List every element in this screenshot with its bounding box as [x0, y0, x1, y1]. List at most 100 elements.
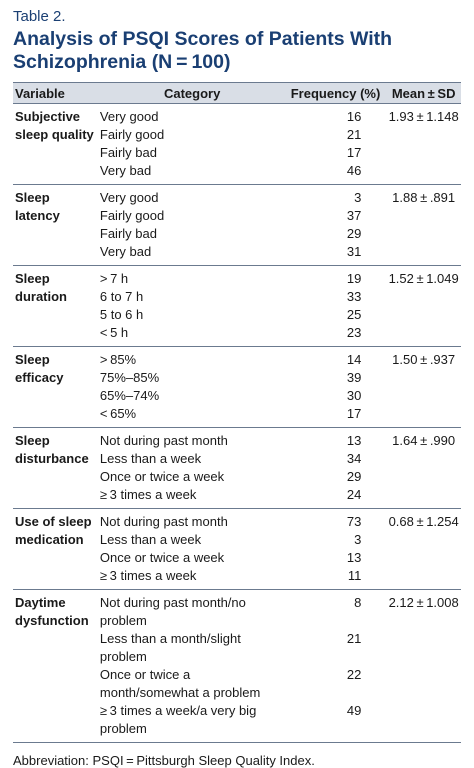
psqi-table: Variable Category Frequency (%) Mean ± S… [13, 82, 461, 743]
frequency-cell: 37 [346, 208, 362, 223]
table-row: Fairly bad 29 [13, 225, 461, 243]
mean-sd-cell: 1.88 ± .891 [392, 190, 456, 205]
table-row: Fairly bad 17 [13, 144, 461, 162]
mean-sd-cell: 1.64 ± .990 [392, 433, 456, 448]
header-row: Variable Category Frequency (%) Mean ± S… [13, 82, 461, 104]
mean-sd-cell: 1.52 ± 1.049 [388, 271, 459, 286]
mean-sd-cell [386, 225, 461, 243]
table-row: Sleep duration > 7 h 19 1.52 ± 1.049 [13, 265, 461, 347]
variable-cell: Use of sleep medication [13, 508, 96, 590]
frequency-cell: 13 [346, 550, 362, 565]
category-cell: Less than a week [99, 532, 202, 547]
category-cell: Not during past month [99, 433, 228, 448]
category-cell: ≥ 3 times a week/a very big problem [95, 702, 289, 743]
category-cell: Very bad [95, 162, 289, 185]
mean-sd-cell [386, 531, 461, 549]
variable-cell: Subjective sleep quality [13, 103, 96, 185]
frequency-cell: 46 [288, 162, 387, 185]
frequency-cell: 49 [288, 702, 387, 743]
frequency-cell: 21 [346, 631, 362, 646]
table-label: Table 2. [13, 8, 66, 25]
category-cell: 75%–85% [99, 370, 160, 385]
frequency-cell: 21 [346, 127, 362, 142]
table-row: Sleep disturbance Not during past month 13… [13, 427, 461, 509]
category-cell: 6 to 7 h [99, 289, 144, 304]
mean-sd-cell [386, 468, 461, 486]
table-row: Fairly good 21 [13, 126, 461, 144]
frequency-cell: 3 [354, 190, 362, 205]
table-row: 75%–85% 39 [13, 369, 461, 387]
category-cell: 5 to 6 h [99, 307, 144, 322]
category-cell: Very good [99, 190, 159, 205]
variable-cell: Daytime dysfunction [13, 589, 96, 743]
table-title: Analysis of PSQI Scores of Patients With… [13, 28, 393, 73]
category-cell: < 65% [95, 405, 289, 428]
category-cell: Not during past month/no problem [99, 595, 246, 628]
category-cell: ≥ 3 times a week [95, 486, 289, 509]
header-category: Category [95, 82, 289, 104]
mean-sd-cell [386, 144, 461, 162]
table-row: Use of sleep medication Not during past m… [13, 508, 461, 590]
table-row: 65%–74% 30 [13, 387, 461, 405]
category-cell: > 85% [99, 352, 137, 367]
mean-sd-cell [386, 567, 461, 590]
category-cell: Once or twice a week [99, 469, 225, 484]
mean-sd-cell [386, 243, 461, 266]
footnote: Abbreviation: PSQI = Pittsburgh Sleep Qu… [13, 753, 315, 768]
table-row: Daytime dysfunction Not during past month… [13, 589, 461, 743]
frequency-cell: 19 [346, 271, 362, 286]
table-row: Less than a month/slight problem 21 [13, 630, 461, 666]
mean-sd-cell [386, 126, 461, 144]
table-row: Less than a week 34 [13, 450, 461, 468]
frequency-cell: 23 [288, 324, 387, 347]
category-cell: < 5 h [95, 324, 289, 347]
category-cell: Not during past month [99, 514, 228, 529]
mean-sd-cell [386, 324, 461, 347]
variable-cell: Sleep latency [13, 184, 96, 266]
mean-sd-cell: 0.68 ± 1.254 [388, 514, 459, 529]
mean-sd-cell [386, 162, 461, 185]
category-cell: ≥ 3 times a week [95, 567, 289, 590]
mean-sd-cell [386, 369, 461, 387]
table-row: ≥ 3 times a week 24 [13, 486, 461, 509]
category-cell: Less than a month/slight problem [99, 631, 241, 664]
mean-sd-cell [386, 549, 461, 567]
category-cell: Less than a week [99, 451, 202, 466]
frequency-cell: 13 [346, 433, 362, 448]
frequency-cell: 22 [346, 667, 362, 682]
table-row: Fairly good 37 [13, 207, 461, 225]
category-cell: Very good [99, 109, 159, 124]
mean-sd-cell [386, 630, 461, 666]
mean-sd-cell: 2.12 ± 1.008 [388, 595, 459, 610]
frequency-cell: 29 [346, 469, 362, 484]
frequency-cell: 3 [354, 532, 362, 547]
header-variable: Variable [13, 82, 96, 104]
table-row: Once or twice a week 13 [13, 549, 461, 567]
category-cell: Once or twice a week [99, 550, 225, 565]
frequency-cell: 8 [354, 595, 362, 610]
mean-sd-cell [386, 288, 461, 306]
frequency-cell: 39 [346, 370, 362, 385]
table-row: 5 to 6 h 25 [13, 306, 461, 324]
frequency-cell: 14 [346, 352, 362, 367]
mean-sd-cell [386, 306, 461, 324]
frequency-cell: 16 [346, 109, 362, 124]
table-body: Subjective sleep quality Very good 16 1.93 … [13, 103, 461, 743]
category-cell: Fairly good [99, 127, 165, 142]
category-cell: > 7 h [99, 271, 129, 286]
mean-sd-cell [386, 450, 461, 468]
frequency-cell: 25 [346, 307, 362, 322]
category-cell: Fairly bad [99, 226, 157, 241]
category-cell: Very bad [95, 243, 289, 266]
frequency-cell: 29 [346, 226, 362, 241]
frequency-cell: 34 [346, 451, 362, 466]
table-row: < 5 h 23 [13, 324, 461, 347]
mean-sd-cell [386, 702, 461, 743]
mean-sd-cell: 1.93 ± 1.148 [388, 109, 459, 124]
table-row: < 65% 17 [13, 405, 461, 428]
table-row: ≥ 3 times a week 11 [13, 567, 461, 590]
table-row: Very bad 31 [13, 243, 461, 266]
mean-sd-cell [386, 666, 461, 702]
table-row: 6 to 7 h 33 [13, 288, 461, 306]
